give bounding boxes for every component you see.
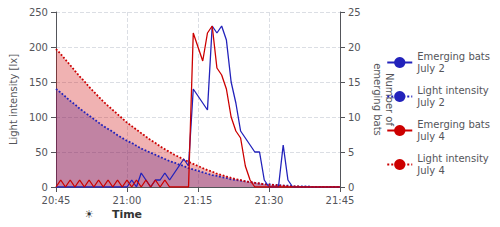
svg-text:5: 5 [348, 147, 354, 158]
svg-text:25: 25 [348, 7, 361, 18]
svg-text:Number of: Number of [384, 73, 395, 126]
svg-text:50: 50 [35, 147, 48, 158]
svg-text:250: 250 [29, 7, 48, 18]
svg-text:Emerging bats: Emerging bats [417, 119, 490, 130]
svg-text:July 4: July 4 [416, 131, 445, 142]
svg-text:150: 150 [29, 77, 48, 88]
svg-text:21:30: 21:30 [255, 195, 284, 206]
svg-text:July 4: July 4 [416, 165, 445, 176]
svg-text:emerging bats: emerging bats [372, 63, 383, 136]
svg-text:100: 100 [29, 112, 48, 123]
svg-text:0: 0 [348, 182, 354, 193]
svg-text:July 2: July 2 [416, 63, 445, 74]
svg-text:Light intensity: Light intensity [417, 85, 489, 96]
svg-text:July 2: July 2 [416, 97, 445, 108]
svg-text:10: 10 [348, 112, 361, 123]
svg-text:15: 15 [348, 77, 361, 88]
svg-text:Emerging bats: Emerging bats [417, 51, 490, 62]
svg-text:Light intensity: Light intensity [417, 153, 489, 164]
svg-text:21:45: 21:45 [326, 195, 355, 206]
svg-text:20: 20 [348, 42, 361, 53]
svg-text:21:00: 21:00 [113, 195, 142, 206]
svg-text:Time: Time [112, 208, 142, 221]
svg-text:0: 0 [42, 182, 48, 193]
svg-text:20:45: 20:45 [42, 195, 71, 206]
svg-text:☀: ☀ [84, 208, 94, 221]
svg-text:200: 200 [29, 42, 48, 53]
svg-text:Light intensity [lx]: Light intensity [lx] [8, 54, 19, 145]
svg-text:21:15: 21:15 [184, 195, 213, 206]
